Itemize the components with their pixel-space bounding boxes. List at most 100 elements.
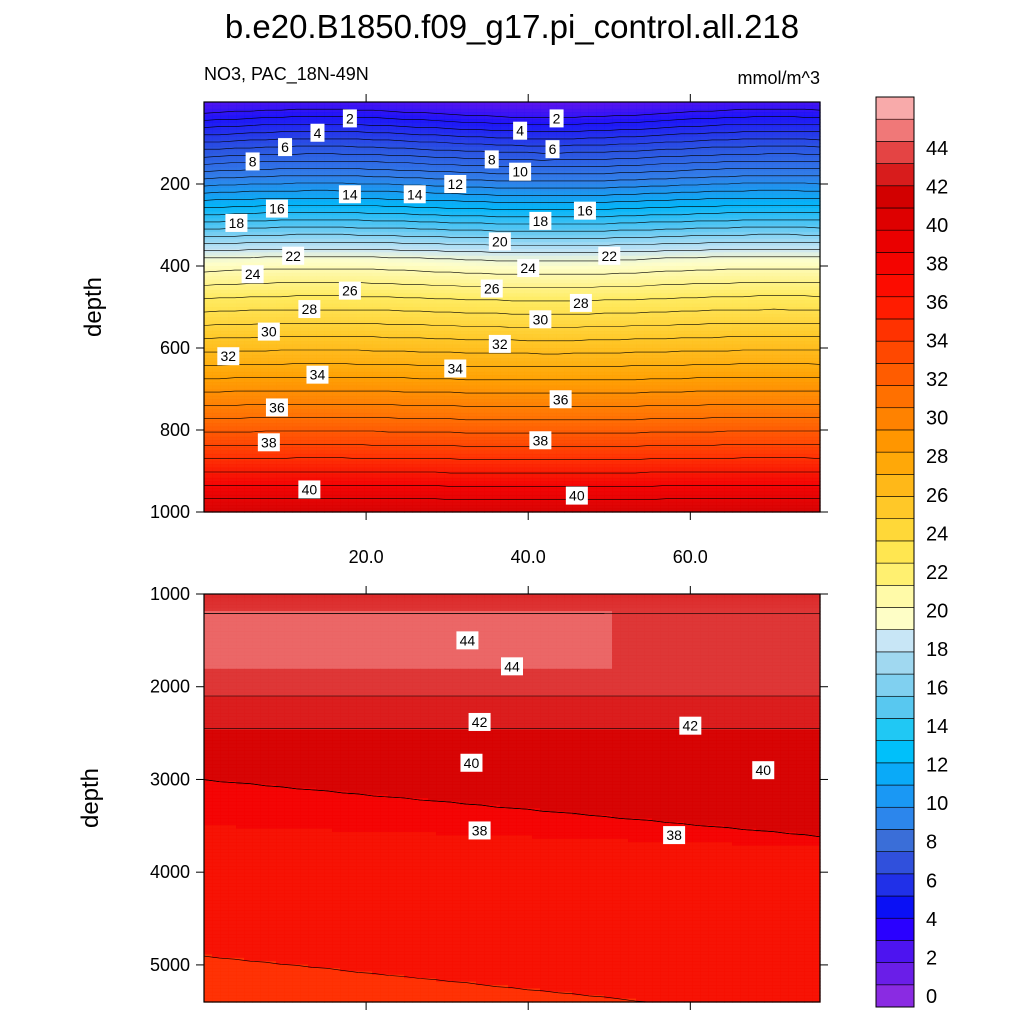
upper-fill-cell — [204, 266, 213, 271]
upper-fill-cell — [636, 190, 645, 195]
upper-fill-cell — [308, 197, 317, 202]
upper-fill-cell — [772, 235, 781, 240]
upper-fill-cell — [772, 313, 781, 318]
upper-fill-cell — [260, 225, 269, 230]
upper-fill-cell — [764, 252, 773, 257]
upper-fill-cell — [300, 279, 309, 284]
upper-fill-cell — [348, 248, 357, 253]
upper-fill-cell — [716, 283, 725, 288]
upper-fill-cell — [316, 286, 325, 291]
upper-fill-cell — [764, 245, 773, 250]
upper-fill-cell — [524, 207, 533, 212]
upper-fill-cell — [276, 289, 285, 294]
upper-fill-cell — [244, 293, 253, 298]
upper-fill-cell — [404, 262, 413, 267]
upper-fill-cell — [748, 289, 757, 294]
upper-fill-cell — [372, 180, 381, 185]
upper-fill-cell — [356, 313, 365, 318]
upper-fill-cell — [308, 187, 317, 192]
upper-fill-cell — [508, 238, 517, 243]
upper-fill-cell — [716, 214, 725, 219]
upper-fill-cell — [556, 296, 565, 301]
upper-fill-cell — [236, 279, 245, 284]
upper-fill-cell — [316, 293, 325, 298]
upper-fill-cell — [292, 286, 301, 291]
upper-fill-cell — [548, 269, 557, 274]
upper-fill-cell — [452, 293, 461, 298]
upper-fill-cell — [508, 139, 517, 144]
upper-fill-cell — [620, 211, 629, 216]
upper-fill-cell — [604, 286, 613, 291]
upper-fill-cell — [564, 245, 573, 250]
upper-fill-cell — [388, 245, 397, 250]
upper-fill-cell — [532, 105, 541, 110]
upper-fill-cell — [564, 279, 573, 284]
upper-fill-cell — [444, 170, 453, 175]
upper-fill-cell — [340, 310, 349, 315]
upper-fill-cell — [396, 252, 405, 257]
upper-fill-cell — [468, 303, 477, 308]
upper-fill-cell — [492, 177, 501, 182]
upper-fill-cell — [476, 289, 485, 294]
upper-fill-cell — [292, 214, 301, 219]
upper-fill-cell — [540, 262, 549, 267]
upper-fill-cell — [212, 289, 221, 294]
upper-fill-cell — [508, 218, 517, 223]
upper-fill-cell — [436, 214, 445, 219]
upper-fill-cell — [708, 149, 717, 154]
upper-fill-cell — [364, 310, 373, 315]
upper-fill-cell — [444, 163, 453, 168]
upper-fill-cell — [572, 153, 581, 158]
upper-fill-cell — [684, 228, 693, 233]
upper-fill-cell — [508, 310, 517, 315]
upper-fill-cell — [556, 184, 565, 189]
upper-fill-cell — [684, 235, 693, 240]
upper-fill-cell — [772, 177, 781, 182]
upper-fill-cell — [716, 269, 725, 274]
upper-fill-cell — [588, 146, 597, 151]
upper-fill-cell — [644, 143, 653, 148]
upper-fill-cell — [452, 139, 461, 144]
upper-fill-cell — [340, 163, 349, 168]
upper-fill-cell — [428, 307, 437, 312]
upper-fill-cell — [524, 276, 533, 281]
upper-fill-cell — [436, 286, 445, 291]
upper-fill-cell — [492, 119, 501, 124]
upper-fill-cell — [508, 207, 517, 212]
upper-fill-cell — [500, 153, 509, 158]
upper-fill-cell — [804, 317, 813, 322]
upper-fill-cell — [780, 269, 789, 274]
upper-fill-cell — [380, 279, 389, 284]
upper-fill-cell — [756, 160, 765, 165]
upper-fill-cell — [548, 276, 557, 281]
upper-fill-cell — [748, 180, 757, 185]
upper-fill-cell — [596, 115, 605, 120]
upper-fill-cell — [372, 125, 381, 130]
upper-fill-cell — [684, 310, 693, 315]
upper-fill-cell — [812, 204, 821, 209]
upper-fill-cell — [388, 102, 397, 107]
upper-fill-cell — [268, 252, 277, 257]
upper-fill-cell — [540, 156, 549, 161]
upper-fill-cell — [620, 248, 629, 253]
upper-fill-cell — [500, 296, 509, 301]
upper-fill-cell — [364, 119, 373, 124]
upper-fill-cell — [588, 129, 597, 134]
upper-fill-cell — [388, 225, 397, 230]
upper-fill-cell — [236, 108, 245, 113]
upper-fill-cell — [684, 269, 693, 274]
upper-fill-cell — [572, 317, 581, 322]
upper-fill-cell — [572, 112, 581, 117]
upper-fill-cell — [796, 276, 805, 281]
upper-fill-cell — [388, 112, 397, 117]
upper-fill-cell — [348, 272, 357, 277]
upper-fill-cell — [676, 160, 685, 165]
upper-fill-cell — [588, 190, 597, 195]
upper-fill-cell — [548, 102, 557, 107]
upper-fill-cell — [244, 184, 253, 189]
upper-fill-cell — [564, 310, 573, 315]
upper-fill-cell — [212, 252, 221, 257]
upper-fill-cell — [252, 286, 261, 291]
upper-fill-cell — [340, 221, 349, 226]
upper-fill-cell — [404, 225, 413, 230]
